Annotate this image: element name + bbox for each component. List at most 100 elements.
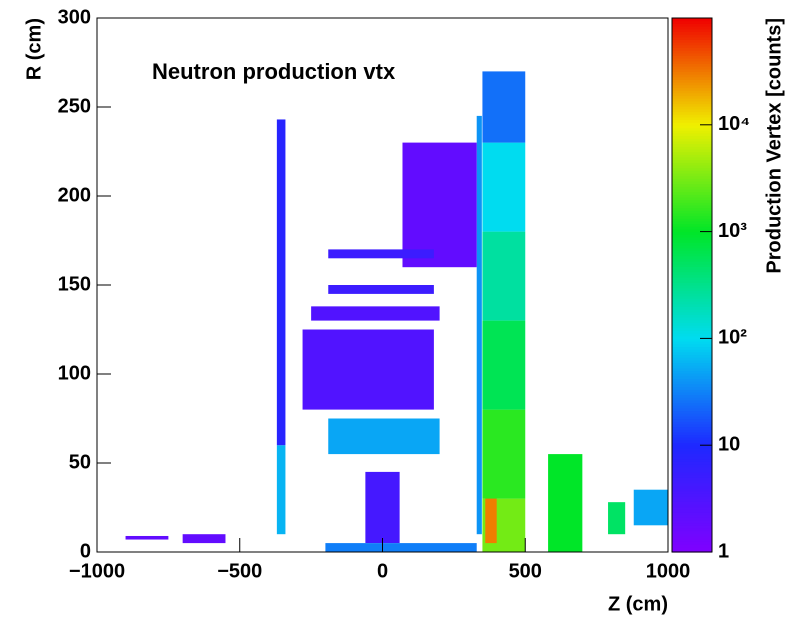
colorbar-stripe [672, 367, 712, 372]
colorbar-stripe [672, 493, 712, 497]
colorbar-stripe [672, 514, 712, 518]
colorbar-stripe [672, 255, 712, 259]
colorbar-stripe [672, 503, 712, 508]
colorbar-stripe [672, 421, 712, 425]
colorbar-stripe [672, 84, 712, 89]
colorbar-stripe [672, 423, 712, 428]
cell [302, 329, 434, 410]
colorbar-stripe [672, 487, 712, 492]
colorbar-stripe [672, 276, 712, 281]
cell [276, 445, 286, 535]
z-axis-label: Production Vertex [counts] [763, 18, 785, 274]
colorbar-stripe [672, 279, 712, 283]
colorbar-stripe [672, 135, 712, 139]
colorbar-stripe [672, 383, 712, 388]
colorbar-stripe [672, 228, 712, 233]
colorbar-stripe [672, 268, 712, 273]
colorbar-stripe [672, 333, 712, 337]
colorbar-stripe [672, 381, 712, 385]
colorbar-stripe [672, 71, 712, 75]
colorbar-stripe [672, 23, 712, 27]
cell [482, 142, 526, 232]
x-tick-label: 500 [509, 560, 542, 582]
chart-title: Neutron production vtx [152, 59, 396, 84]
colorbar-stripe [672, 50, 712, 54]
colorbar-stripe [672, 290, 712, 294]
colorbar-stripe [672, 511, 712, 516]
cell [485, 480, 497, 544]
colorbar-stripe [672, 357, 712, 361]
colorbar-stripe [672, 413, 712, 417]
colorbar-stripe [672, 226, 712, 230]
colorbar-stripe [672, 100, 712, 105]
colorbar-stripe [672, 325, 712, 329]
colorbar-stripe [672, 156, 712, 161]
colorbar-stripe [672, 188, 712, 193]
colorbar-stripe [672, 74, 712, 78]
colorbar-stripe [672, 410, 712, 414]
colorbar-stripe [672, 359, 712, 364]
colorbar-stripe [672, 391, 712, 396]
colorbar-stripe [672, 538, 712, 542]
colorbar-stripe [672, 495, 712, 500]
colorbar-stripe [672, 477, 712, 481]
x-tick-label: −1000 [69, 560, 125, 582]
cell [482, 320, 526, 410]
colorbar-stripe [672, 28, 712, 32]
colorbar-stripe [672, 303, 712, 307]
colorbar-stripe [672, 394, 712, 398]
cell [365, 471, 400, 544]
colorbar-stripe [672, 210, 712, 214]
colorbar-stripe [672, 498, 712, 502]
colorbar-stripe [672, 349, 712, 353]
colorbar-stripe [672, 354, 712, 358]
colorbar-stripe [672, 143, 712, 147]
colorbar-stripe [672, 543, 712, 548]
colorbar-stripe [672, 103, 712, 107]
colorbar-stripe [672, 431, 712, 436]
colorbar-stripe [672, 258, 712, 262]
colorbar-stripe [672, 218, 712, 222]
colorbar-stripe [672, 469, 712, 473]
colorbar-stripe [672, 92, 712, 97]
colorbar-stripe [672, 463, 712, 468]
colorbar-stripe [672, 260, 712, 265]
colorbar-stripe [672, 317, 712, 321]
colorbar-stripe [672, 405, 712, 409]
colorbar-stripe [672, 127, 712, 131]
colorbar-stripe [672, 212, 712, 217]
colorbar-stripe [672, 36, 712, 40]
z-tick-label: 10⁴ [718, 113, 750, 135]
colorbar-stripe [672, 82, 712, 86]
colorbar-stripe [672, 370, 712, 374]
colorbar-stripe [672, 525, 712, 529]
colorbar-stripe [672, 319, 712, 323]
colorbar-stripe [672, 322, 712, 326]
colorbar-stripe [672, 506, 712, 510]
colorbar-stripe [672, 450, 712, 454]
colorbar-frame [671, 17, 713, 553]
colorbar-stripe [672, 164, 712, 169]
cell [311, 306, 440, 321]
colorbar-stripe [672, 298, 712, 302]
colorbar-stripe [672, 95, 712, 99]
x-tick-label: 0 [377, 560, 388, 582]
colorbar-stripe [672, 180, 712, 185]
y-tick-label: 250 [58, 95, 91, 117]
colorbar-stripe [672, 375, 712, 380]
colorbar-stripe [672, 378, 712, 382]
colorbar-stripe [672, 474, 712, 478]
colorbar-stripe [672, 79, 712, 83]
colorbar-stripe [672, 527, 712, 532]
colorbar-stripe [672, 26, 712, 30]
colorbar-stripe [672, 362, 712, 366]
z-tick-label: 1 [718, 540, 729, 562]
colorbar-stripe [672, 466, 712, 470]
colorbar-stripe [672, 365, 712, 369]
colorbar-stripe [672, 207, 712, 211]
colorbar-stripe [672, 373, 712, 377]
colorbar-stripe [672, 439, 712, 444]
colorbar-stripe [672, 522, 712, 526]
colorbar-stripe [672, 402, 712, 406]
colorbar-stripe [672, 306, 712, 310]
